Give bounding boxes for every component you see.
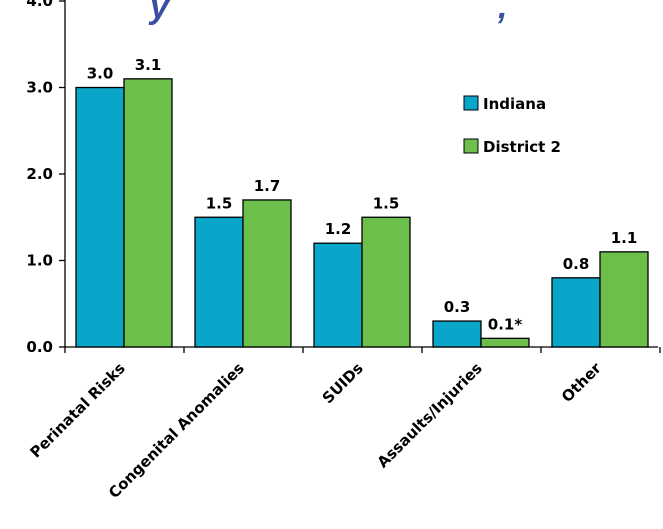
y-tick-label: 1.0 (26, 252, 53, 270)
bar-district-2 (123, 78, 173, 348)
x-tick-label: Assaults/Injuries (374, 359, 486, 471)
bar-district-2 (361, 216, 411, 348)
legend: Indiana District 2 (463, 95, 561, 156)
bars (75, 78, 649, 348)
bar-district-2 (599, 251, 649, 348)
legend-swatch-indiana (463, 95, 479, 111)
y-tick-label: 3.0 (26, 79, 53, 97)
x-tick-label: SUIDs (319, 359, 367, 407)
y-tick-label: 4.0 (26, 0, 53, 10)
bar-indiana (75, 86, 125, 348)
x-tick-label: Perinatal Risks (27, 359, 129, 461)
legend-label-indiana: Indiana (483, 95, 546, 113)
data-label: 1.1 (611, 229, 638, 247)
bar-indiana (432, 320, 482, 348)
bar-district-2 (242, 199, 292, 348)
legend-label-district-2: District 2 (483, 138, 561, 156)
bar-indiana (551, 277, 601, 348)
data-label: 1.5 (206, 194, 233, 212)
title-fragment-right: , (497, 0, 507, 26)
bar-indiana (313, 242, 363, 348)
data-labels: 3.0 1.5 1.2 0.3 0.8 3.1 1.7 1.5 0.1* 1.1 (87, 56, 638, 334)
data-label: 0.1* (488, 315, 523, 333)
bar-district-2 (480, 337, 530, 348)
title-fragment-left: y (148, 0, 171, 26)
y-ticks: 0.0 1.0 2.0 3.0 4.0 (26, 0, 65, 356)
y-tick-label: 2.0 (26, 165, 53, 183)
data-label: 3.1 (135, 56, 162, 74)
data-label: 0.8 (563, 255, 590, 273)
y-tick-label: 0.0 (26, 338, 53, 356)
data-label: 1.5 (373, 194, 400, 212)
data-label: 1.2 (325, 220, 352, 238)
data-label: 0.3 (444, 298, 471, 316)
legend-swatch-district-2 (463, 138, 479, 154)
data-label: 3.0 (87, 65, 114, 83)
data-label: 1.7 (254, 177, 281, 195)
x-tick-label: Congenital Anomalies (105, 359, 248, 502)
x-tick-label: Other (558, 359, 605, 406)
bar-indiana (194, 216, 244, 348)
